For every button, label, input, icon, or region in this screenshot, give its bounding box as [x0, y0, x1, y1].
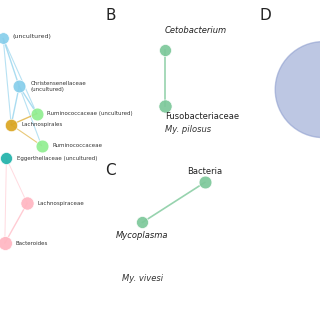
- Point: [17, 84, 22, 89]
- Circle shape: [275, 42, 320, 138]
- Text: Lachnospirales: Lachnospirales: [22, 122, 63, 127]
- Text: Eggerthellaceae (uncultured): Eggerthellaceae (uncultured): [17, 156, 97, 161]
- Point: [202, 180, 207, 185]
- Point: [25, 201, 30, 206]
- Text: C: C: [105, 163, 116, 178]
- Text: Mycoplasma: Mycoplasma: [116, 231, 169, 240]
- Text: Ruminococcaceae (uncultured): Ruminococcaceae (uncultured): [47, 111, 133, 116]
- Text: Ruminococcaceae: Ruminococcaceae: [52, 143, 102, 148]
- Text: Christensenellaceae
(uncultured): Christensenellaceae (uncultured): [30, 81, 86, 92]
- Point: [162, 47, 167, 52]
- Text: My. vivesi: My. vivesi: [122, 274, 163, 283]
- Text: Fusobacteriaceae: Fusobacteriaceae: [165, 112, 239, 121]
- Point: [1, 36, 6, 41]
- Text: Lachnospiraceae: Lachnospiraceae: [38, 201, 84, 206]
- Text: D: D: [260, 8, 271, 23]
- Text: Bacteria: Bacteria: [187, 167, 222, 176]
- Point: [34, 111, 39, 116]
- Point: [162, 103, 167, 108]
- Text: (uncultured): (uncultured): [13, 34, 52, 39]
- Text: B: B: [105, 8, 116, 23]
- Point: [140, 220, 145, 225]
- Point: [9, 122, 14, 127]
- Point: [2, 241, 7, 246]
- Point: [39, 143, 44, 148]
- Text: Cetobacterium: Cetobacterium: [165, 26, 227, 35]
- Text: Bacteroides: Bacteroides: [15, 241, 48, 246]
- Text: My. pilosus: My. pilosus: [165, 125, 211, 134]
- Point: [4, 156, 9, 161]
